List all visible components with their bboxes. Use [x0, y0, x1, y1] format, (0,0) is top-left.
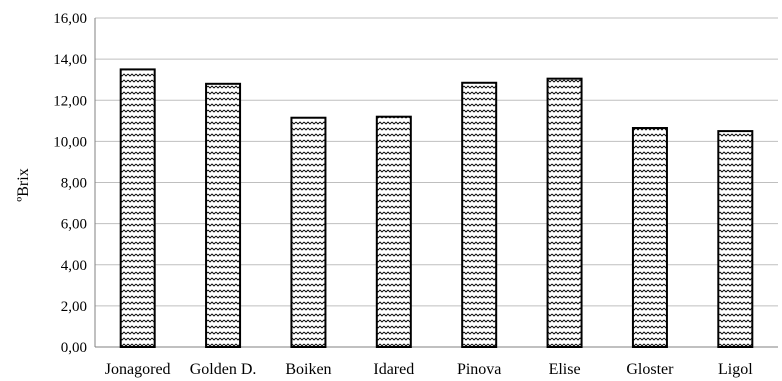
y-tick-label: 10,00	[53, 134, 87, 150]
bar-idared	[375, 115, 412, 348]
bar-elise	[546, 77, 583, 349]
bars	[119, 68, 754, 349]
y-tick-label: 2,00	[61, 299, 87, 315]
bar-pinova	[461, 81, 498, 348]
y-tick-label: 8,00	[61, 176, 87, 192]
bar-jonagored	[119, 68, 156, 348]
category-label: Pinova	[457, 361, 501, 378]
category-label: Boiken	[285, 361, 331, 378]
y-tick-label: 4,00	[61, 258, 87, 274]
y-tick-label: 6,00	[61, 217, 87, 233]
y-tick-label: 14,00	[53, 52, 87, 68]
category-label: Golden D.	[190, 361, 257, 378]
y-tick-label: 16,00	[53, 11, 87, 27]
gridlines	[94, 17, 778, 348]
bar-boiken	[290, 116, 327, 349]
category-label: Ligol	[718, 361, 753, 378]
category-label: Idared	[373, 361, 414, 378]
y-tick-label: 12,00	[53, 93, 87, 109]
category-label: Gloster	[626, 361, 674, 378]
category-labels: Jonagored Golden D. Boiken Idared Pinova Elis…	[105, 361, 753, 378]
bar-golden-d	[205, 82, 242, 349]
bar-gloster	[631, 127, 668, 348]
y-axis-label: ºBrix	[15, 168, 32, 201]
bar-ligol	[717, 130, 754, 348]
category-label: Jonagored	[105, 361, 171, 378]
category-label: Elise	[549, 361, 581, 378]
y-tick-labels: 0,00 2,00 4,00 6,00 8,00 10,00 12,00 14,00 16,00	[53, 11, 87, 356]
y-tick-label: 0,00	[61, 340, 87, 356]
